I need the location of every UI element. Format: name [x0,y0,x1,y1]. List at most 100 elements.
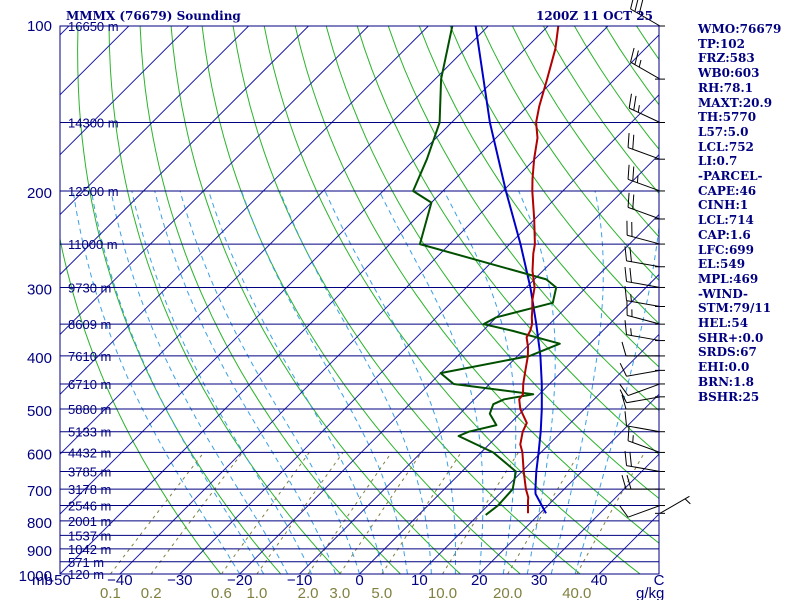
wind-barb-half-flag [637,105,640,113]
temperature-tick-label: -50 [49,572,71,589]
moist-adiabat [72,190,241,574]
moist-adiabat [90,190,265,574]
parcel-path-line [474,26,547,514]
wind-barb-flag [634,50,639,65]
pressure-tick-label: 200 [27,185,52,202]
wind-barb [619,362,665,377]
temperature-tick-label: −40 [107,572,132,589]
isotherm-line [419,333,659,574]
sounding-index-row: SRDS:67 [698,345,757,360]
height-label: 2001 m [68,514,111,529]
wind-barb-flag [624,286,628,301]
mixing-ratio-tick-label: 0.2 [141,585,162,600]
isotherm-line [60,26,190,156]
moist-adiabat [179,190,360,574]
pressure-axis-title: mb [32,572,53,589]
isotherm-line [60,26,429,396]
sounding-index-row: L57:5.0 [698,124,749,139]
mixing-ratio-line [339,452,422,574]
pressure-tick-label: 1000 [19,568,52,585]
isotherm-line [60,26,609,574]
moist-adiabat [131,190,313,574]
wind-barb [624,451,665,472]
wind-barb-flag [624,267,628,282]
wind-barb-flag [619,505,629,518]
mixing-ratio-tick-label: 5.0 [371,585,392,600]
pressure-tick-label: 300 [27,281,52,298]
mixing-ratio-line [442,452,519,574]
dry-adiabat [201,26,521,574]
isotherm-line [478,393,659,574]
height-label: 6710 m [68,377,111,392]
pressure-tick-label: 800 [27,515,52,532]
wind-barb [621,341,665,357]
mixing-ratio-line [110,452,205,574]
wind-barb-flag [632,134,635,150]
height-label: 9730 m [68,280,111,295]
wind-barb [621,474,665,490]
wind-barb-staff [627,505,661,518]
height-label: 4432 m [68,445,111,460]
wind-barb-flag [624,451,628,466]
sounding-index-row: LFC:699 [698,242,754,257]
sounding-index-row: -WIND- [698,286,748,301]
wind-barb [624,246,665,268]
sounding-index-row: RH:78.1 [698,80,753,95]
wind-barb-half-flag [630,294,632,302]
temperature-tick-label: −10 [287,572,312,589]
wind-barb-staff [626,425,661,433]
moist-adiabat [324,190,456,574]
sounding-index-row: FRZ:583 [698,51,755,66]
wind-barb [624,267,665,288]
height-label: 5133 m [68,425,111,440]
sounding-index-row: LCL:752 [698,139,754,154]
wind-barb-flag [627,426,630,441]
temperature-tick-label: C [654,572,665,589]
sounding-profiles [412,26,561,516]
wind-barb-flag [627,192,630,208]
wind-barb [624,286,665,308]
sounding-index-row: TP:102 [698,36,746,51]
moist-adiabat [154,190,336,574]
isotherm-line [60,26,369,336]
mixing-ratio-tick-label: 10.0 [428,585,457,600]
wind-barb-flag [626,474,632,490]
wind-barb-flag [624,411,628,426]
height-label: 1042 m [68,542,111,557]
temperature-tick-label: −20 [227,572,252,589]
plot-frame [59,25,660,575]
temperature-tick-label: 0 [355,572,363,589]
moist-adiabat [110,190,289,574]
wind-barb-flag [633,95,637,111]
wind-barb-staff [627,440,661,453]
height-label: 3785 m [68,464,111,479]
temperature-tick-label: 20 [471,572,488,589]
sounding-index-row: MPL:469 [698,271,759,286]
wind-barb-staff [630,8,661,27]
sounding-index-row: WMO:76679 [698,22,782,36]
sounding-index-row: WB0:603 [698,66,760,81]
sounding-index-row: LCL:714 [698,213,754,228]
wind-barb-flag [619,383,629,396]
wind-barb-flag [624,246,628,261]
wind-barb-flag [627,164,630,180]
pressure-tick-label: 100 [27,18,52,35]
pressure-tick-label: 400 [27,350,52,367]
sounding-indices-panel: WMO:76679 TP:102 FRZ:583 WB0:603 RH:78.1 MAXT… [698,22,798,404]
temperature-tick-label: 30 [531,572,548,589]
wind-barb-staff [626,281,661,288]
wind-barb-flag [629,451,632,467]
wind-barb-flag [629,247,632,262]
wind-barb-staff [659,495,690,514]
isotherm-line [119,34,659,574]
isotherm-line [60,26,249,216]
wind-barb-staff [626,369,661,377]
moist-adiabat [550,190,604,574]
mixing-ratio-tick-label: 20.0 [493,585,522,600]
wind-barb [627,164,665,192]
wind-barb-flag [634,0,639,12]
wind-barb-flag [621,341,627,357]
wind-barbs [619,0,691,518]
wind-barb [626,220,665,245]
